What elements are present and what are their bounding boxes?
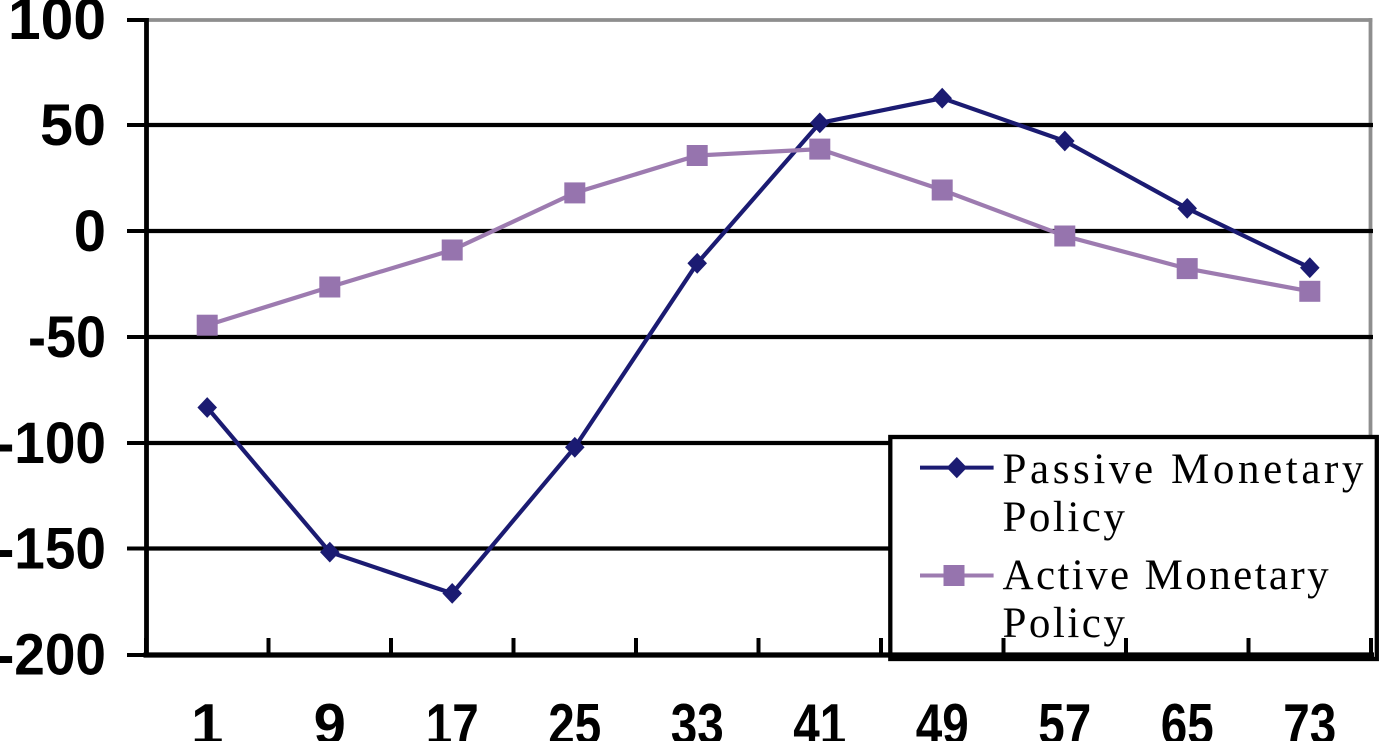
svg-text:57: 57 bbox=[1038, 693, 1091, 741]
svg-text:-200: -200 bbox=[0, 623, 106, 688]
svg-text:50: 50 bbox=[40, 93, 106, 158]
svg-text:Policy: Policy bbox=[1003, 494, 1128, 541]
svg-text:Active Monetary: Active Monetary bbox=[1003, 552, 1332, 599]
svg-text:1: 1 bbox=[191, 693, 223, 741]
svg-text:-100: -100 bbox=[0, 411, 106, 476]
svg-text:Passive Monetary: Passive Monetary bbox=[1003, 446, 1368, 493]
svg-text:65: 65 bbox=[1161, 693, 1214, 741]
svg-text:-50: -50 bbox=[28, 305, 106, 370]
svg-text:33: 33 bbox=[671, 693, 724, 741]
svg-text:41: 41 bbox=[793, 693, 846, 741]
svg-text:17: 17 bbox=[426, 693, 479, 741]
svg-text:25: 25 bbox=[548, 693, 601, 741]
svg-text:9: 9 bbox=[314, 693, 346, 741]
svg-text:Policy: Policy bbox=[1003, 600, 1128, 647]
svg-text:-150: -150 bbox=[0, 517, 106, 582]
svg-text:49: 49 bbox=[916, 693, 969, 741]
svg-text:100: 100 bbox=[8, 0, 106, 52]
svg-text:0: 0 bbox=[74, 199, 106, 264]
svg-text:73: 73 bbox=[1283, 693, 1336, 741]
